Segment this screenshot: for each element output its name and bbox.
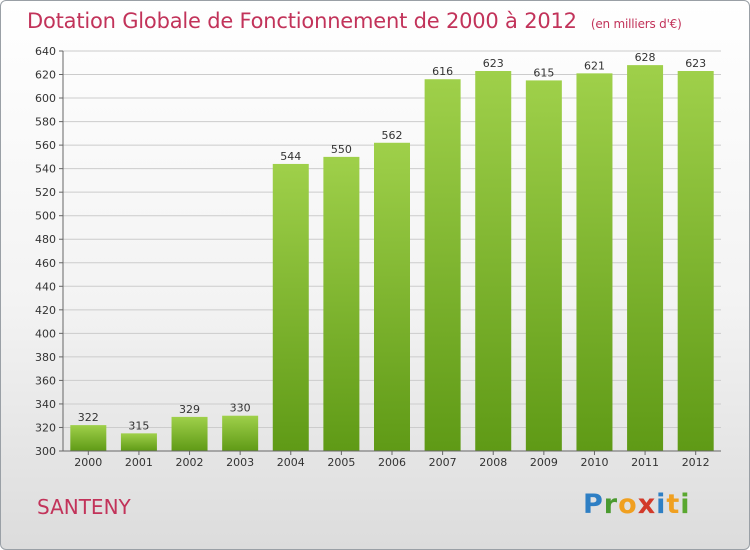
value-label-2008: 623 xyxy=(483,57,504,70)
value-label-2003: 330 xyxy=(230,402,251,415)
x-tick-label: 2005 xyxy=(327,456,355,469)
x-tick-label: 2004 xyxy=(277,456,305,469)
x-tick-label: 2003 xyxy=(226,456,254,469)
value-label-2001: 315 xyxy=(128,419,149,432)
y-tick-label: 600 xyxy=(35,92,56,105)
x-tick-label: 2000 xyxy=(74,456,102,469)
y-tick-label: 460 xyxy=(35,257,56,270)
y-tick-label: 640 xyxy=(35,45,56,58)
bar-2011 xyxy=(627,65,664,451)
bar-2008 xyxy=(475,71,512,451)
bars xyxy=(70,65,714,452)
bar-2003 xyxy=(222,415,259,451)
y-tick-label: 520 xyxy=(35,186,56,199)
value-label-2009: 615 xyxy=(533,66,554,79)
bar-2001 xyxy=(120,433,157,451)
y-tick-label: 620 xyxy=(35,69,56,82)
value-label-2007: 616 xyxy=(432,65,453,78)
proxiti-logo[interactable]: Proxiti xyxy=(583,489,691,520)
value-label-2011: 628 xyxy=(635,51,656,64)
x-tick-label: 2002 xyxy=(176,456,204,469)
x-tick-label: 2012 xyxy=(682,456,710,469)
chart-subtitle: (en milliers d'€) xyxy=(590,17,682,31)
y-tick-label: 300 xyxy=(35,445,56,458)
y-tick-label: 420 xyxy=(35,304,56,317)
value-label-2002: 329 xyxy=(179,403,200,416)
y-tick-label: 480 xyxy=(35,233,56,246)
y-tick-label: 440 xyxy=(35,280,56,293)
chart-title-text: Dotation Globale de Fonctionnement de 20… xyxy=(27,9,577,33)
chart-title: Dotation Globale de Fonctionnement de 20… xyxy=(27,9,682,33)
value-label-2000: 322 xyxy=(78,411,99,424)
x-tick-label: 2010 xyxy=(580,456,608,469)
y-tick-label: 500 xyxy=(35,210,56,223)
x-tick-label: 2007 xyxy=(429,456,457,469)
logo-letter: t xyxy=(666,489,681,520)
value-label-2010: 621 xyxy=(584,59,605,72)
y-tick-label: 560 xyxy=(35,139,56,152)
y-axis: 300 320 340 360 380 400 420 440 460 480 500 520 540 5… xyxy=(35,45,64,458)
value-label-2005: 550 xyxy=(331,143,352,156)
logo-letter: P xyxy=(583,489,604,520)
value-labels: 322 315 329 330 544 550 562 616 623 615 621 628 623 xyxy=(78,51,706,432)
logo-letter: r xyxy=(603,489,619,520)
logo-letter: x xyxy=(637,489,657,520)
x-tick-label: 2011 xyxy=(631,456,659,469)
x-tick-label: 2006 xyxy=(378,456,406,469)
bar-2002 xyxy=(171,416,208,451)
bar-2012 xyxy=(677,71,714,451)
value-label-2004: 544 xyxy=(280,150,301,163)
bar-2009 xyxy=(525,80,562,451)
logo-letter: i xyxy=(680,489,691,520)
y-tick-label: 380 xyxy=(35,351,56,364)
x-tick-label: 2009 xyxy=(530,456,558,469)
x-tick-label: 2008 xyxy=(479,456,507,469)
bar-2006 xyxy=(374,142,410,451)
y-tick-label: 540 xyxy=(35,163,56,176)
y-tick-label: 340 xyxy=(35,398,56,411)
value-label-2006: 562 xyxy=(382,129,403,142)
y-tick-label: 400 xyxy=(35,327,56,340)
bar-2007 xyxy=(424,79,461,451)
place-name: SANTENY xyxy=(37,495,131,519)
bar-2000 xyxy=(70,425,107,451)
logo-letter: i xyxy=(656,489,667,520)
value-label-2012: 623 xyxy=(685,57,706,70)
x-axis: 2000 2001 2002 2003 2004 2005 2006 2007 2008 2009… xyxy=(63,450,721,469)
y-tick-label: 360 xyxy=(35,374,56,387)
bar-2005 xyxy=(323,156,360,451)
x-tick-label: 2001 xyxy=(125,456,153,469)
logo-letter: o xyxy=(618,489,638,520)
y-tick-label: 320 xyxy=(35,421,56,434)
bar-2004 xyxy=(272,163,309,452)
bar-2010 xyxy=(576,73,613,452)
y-tick-label: 580 xyxy=(35,116,56,129)
